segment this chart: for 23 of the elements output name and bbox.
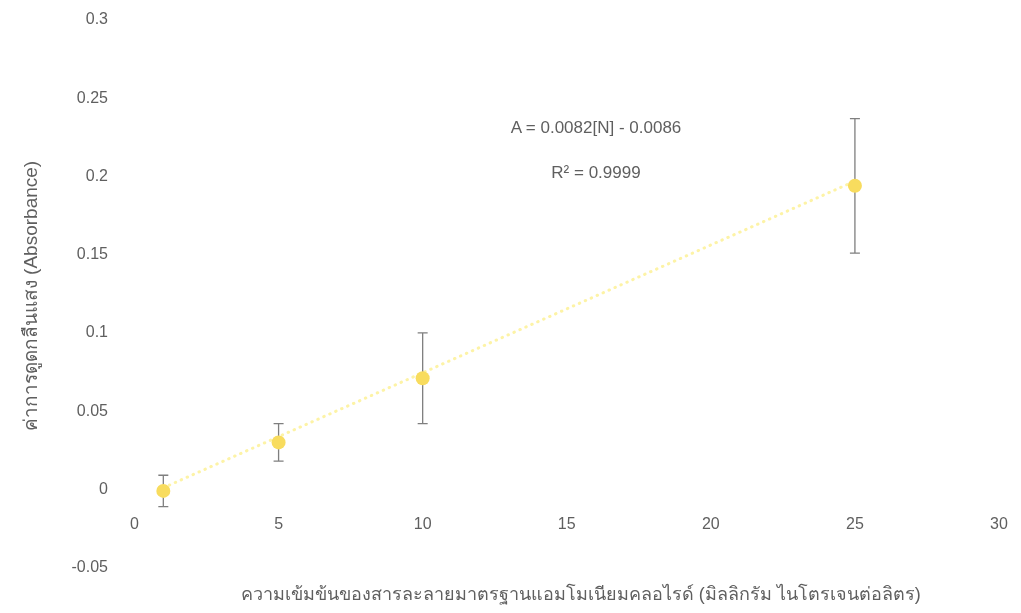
x-tick-label: 15 bbox=[557, 514, 576, 532]
x-tick-label: 25 bbox=[846, 514, 864, 532]
y-tick-label: 0 bbox=[99, 479, 109, 497]
x-tick-label: 5 bbox=[274, 514, 284, 532]
annotation: A = 0.0082[N] - 0.0086 bbox=[510, 117, 682, 137]
annotation: R² = 0.9999 bbox=[551, 162, 641, 182]
x-tick-label: 30 bbox=[990, 514, 1008, 532]
y-tick-label: 0.3 bbox=[85, 9, 109, 27]
y-tick-label: 0.15 bbox=[76, 244, 109, 262]
y-tick-label: -0.05 bbox=[71, 557, 109, 575]
x-tick-label: 0 bbox=[130, 514, 140, 532]
point bbox=[271, 435, 286, 450]
x-tick-label: 10 bbox=[413, 514, 432, 532]
point bbox=[847, 178, 862, 193]
x-axis-title: ความเข้มข้นของสารละลายมาตรฐานแอมโมเนียมคลอไรด์ (มิลลิกรัม ไนโตรเจนต่อลิตร) bbox=[240, 583, 921, 605]
y-tick-label: 0.1 bbox=[85, 322, 109, 340]
y-axis-title: ค่าการดูดกลืนแสง (Absorbance) bbox=[19, 160, 42, 432]
point bbox=[156, 483, 171, 498]
x-tick-label: 20 bbox=[701, 514, 720, 532]
point bbox=[415, 371, 430, 386]
y-tick-label: 0.05 bbox=[76, 401, 109, 419]
y-tick-label: 0.2 bbox=[85, 166, 109, 184]
y-tick-label: 0.25 bbox=[76, 88, 109, 106]
